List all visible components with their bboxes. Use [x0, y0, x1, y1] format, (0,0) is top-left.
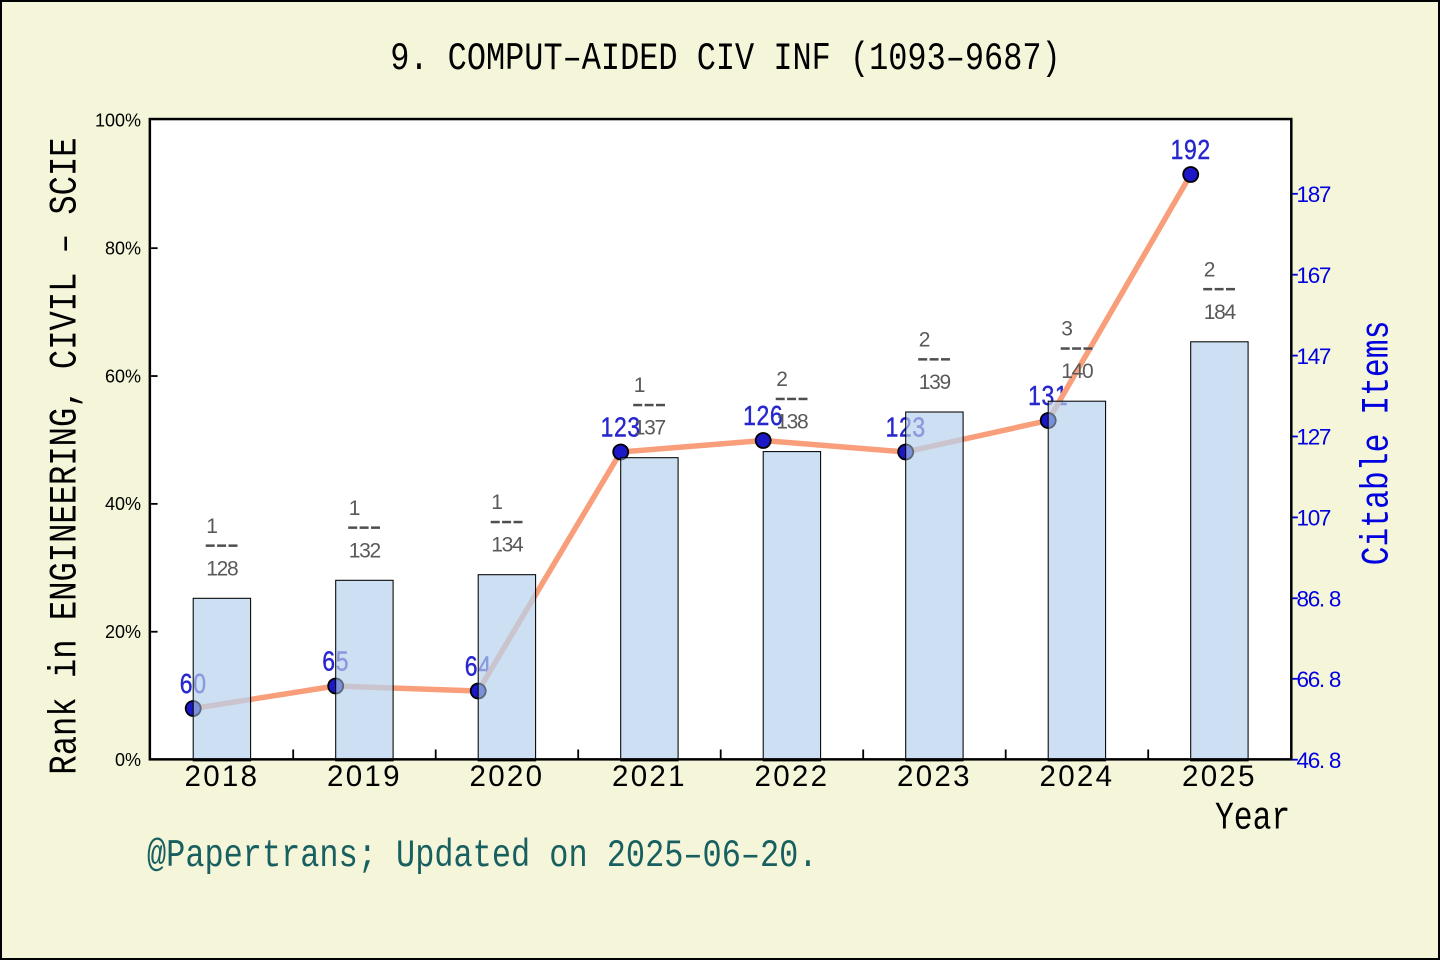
svg-text:@Papertrans; Updated on 2025–0: @Papertrans; Updated on 2025–06–20.	[147, 833, 817, 878]
svg-text:147: 147	[1297, 344, 1331, 369]
svg-text:1: 1	[349, 497, 360, 520]
svg-text:2024: 2024	[1039, 760, 1114, 793]
svg-text:2021: 2021	[612, 760, 687, 793]
svg-text:139: 139	[919, 371, 951, 394]
svg-text:Year: Year	[1215, 797, 1290, 841]
svg-text:187: 187	[1297, 182, 1331, 207]
svg-text:107: 107	[1297, 506, 1331, 531]
svg-text:123: 123	[601, 412, 641, 443]
svg-text:2: 2	[776, 368, 787, 391]
svg-text:66. 8: 66. 8	[1297, 667, 1341, 692]
svg-text:137: 137	[634, 417, 666, 440]
svg-text:140: 140	[1061, 360, 1093, 383]
svg-text:2: 2	[1204, 258, 1215, 281]
svg-text:132: 132	[349, 539, 381, 562]
svg-text:127: 127	[1297, 425, 1331, 450]
svg-text:2020: 2020	[469, 760, 544, 793]
svg-text:20%: 20%	[105, 622, 141, 642]
svg-text:138: 138	[776, 411, 808, 434]
svg-text:134: 134	[491, 534, 524, 557]
svg-text:192: 192	[1171, 135, 1211, 166]
svg-text:46. 8: 46. 8	[1297, 748, 1341, 773]
svg-text:1: 1	[634, 374, 645, 397]
svg-text:2023: 2023	[897, 760, 972, 793]
svg-text:100%: 100%	[95, 111, 141, 131]
svg-text:60%: 60%	[105, 366, 141, 386]
svg-text:167: 167	[1297, 263, 1331, 288]
svg-text:128: 128	[206, 557, 238, 580]
svg-text:1: 1	[491, 491, 502, 514]
svg-text:0%: 0%	[115, 750, 141, 770]
svg-text:40%: 40%	[105, 494, 141, 514]
svg-text:2018: 2018	[184, 760, 259, 793]
svg-text:Citable Items: Citable Items	[1356, 321, 1400, 566]
svg-text:1: 1	[206, 515, 217, 538]
svg-text:2019: 2019	[327, 760, 402, 793]
svg-text:2025: 2025	[1182, 760, 1257, 793]
svg-text:2: 2	[919, 329, 930, 352]
svg-text:9. COMPUT–AIDED CIV INF (1093–: 9. COMPUT–AIDED CIV INF (1093–9687)	[390, 36, 1060, 81]
svg-text:2022: 2022	[754, 760, 829, 793]
svg-text:60: 60	[180, 669, 207, 700]
svg-text:184: 184	[1204, 301, 1237, 324]
svg-text:Rank in ENGINEERING, CIVIL – S: Rank in ENGINEERING, CIVIL – SCIE	[43, 137, 88, 774]
svg-text:126: 126	[743, 401, 783, 432]
svg-text:80%: 80%	[105, 238, 141, 258]
svg-text:86. 8: 86. 8	[1297, 587, 1341, 612]
svg-text:3: 3	[1061, 318, 1072, 341]
